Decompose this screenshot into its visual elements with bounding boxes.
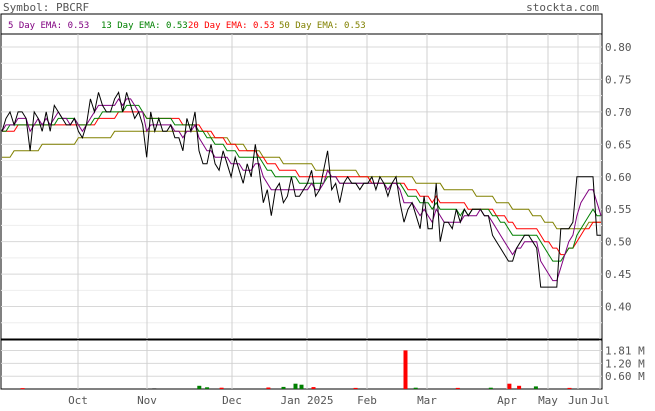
price-tick-label: 0.65 — [605, 138, 632, 151]
volume-bar — [197, 385, 202, 389]
price-tick-label: 0.55 — [605, 203, 632, 216]
month-tick-label: Apr — [497, 394, 517, 406]
month-tick-label: Jan 2025 — [281, 394, 334, 406]
month-axis-ticks: Oct Nov Dec Jan 2025 Feb Mar Apr May Jun Jul — [68, 394, 610, 407]
ema5-line — [1, 97, 602, 282]
month-tick-label: Dec — [222, 394, 242, 406]
volume-bar — [293, 383, 298, 389]
legend-ema20: 20 Day EMA: 0.53 — [188, 21, 275, 31]
month-tick-label: Nov — [137, 394, 157, 406]
gridlines — [1, 34, 602, 389]
volume-tick-label: 1.20 M — [605, 357, 645, 370]
volume-bar — [152, 388, 157, 390]
volume-bar — [567, 387, 572, 389]
price-tick-label: 0.75 — [605, 73, 632, 86]
ema13-line — [2, 104, 601, 262]
price-line — [1, 91, 601, 288]
volume-bar — [413, 387, 418, 389]
volume-bar — [299, 384, 304, 389]
price-series — [1, 91, 602, 288]
volume-bar — [403, 350, 408, 389]
symbol-label: Symbol: PBCRF — [3, 1, 89, 14]
price-tick-label: 0.60 — [605, 171, 632, 184]
price-tick-label: 0.80 — [605, 41, 632, 54]
month-tick-label: Oct — [68, 394, 88, 406]
month-tick-label: Feb — [357, 394, 377, 406]
volume-bar — [281, 386, 286, 389]
price-tick-label: 0.40 — [605, 301, 632, 314]
volume-axis-ticks: 1.81 M1.20 M0.60 M — [605, 344, 645, 383]
volume-bar — [219, 387, 224, 389]
volume-bar — [353, 387, 358, 389]
month-tick-label: Jun — [568, 394, 588, 406]
volume-bars — [20, 350, 572, 390]
legend-ema13: 13 Day EMA: 0.53 — [101, 21, 188, 31]
ema50-line — [2, 130, 601, 230]
volume-tick-label: 1.81 M — [605, 344, 645, 357]
watermark: stockta.com — [526, 1, 599, 14]
volume-bar — [266, 387, 271, 389]
volume-bar — [205, 387, 210, 389]
month-tick-label: May — [538, 394, 558, 406]
volume-bar — [488, 387, 493, 389]
price-tick-label: 0.45 — [605, 268, 632, 281]
volume-panel — [0, 339, 603, 390]
volume-bar — [533, 386, 538, 389]
volume-bar — [455, 387, 460, 389]
price-panel — [0, 33, 603, 340]
volume-bar — [20, 388, 25, 390]
price-tick-label: 0.50 — [605, 236, 632, 249]
volume-bar — [507, 383, 512, 389]
ema20-line — [2, 111, 601, 256]
legend-ema5: 5 Day EMA: 0.53 — [8, 21, 89, 31]
price-axis-ticks: 0.80 0.75 0.70 0.65 0.60 0.55 0.50 0.45 0.40 — [605, 41, 632, 314]
legend-ema50: 50 Day EMA: 0.53 — [279, 21, 366, 31]
volume-bar — [517, 385, 522, 389]
month-tick-label: Jul — [590, 394, 610, 406]
month-tick-label: Mar — [417, 394, 437, 406]
price-tick-label: 0.70 — [605, 106, 632, 119]
volume-tick-label: 0.60 M — [605, 370, 645, 383]
volume-bar — [311, 387, 316, 389]
